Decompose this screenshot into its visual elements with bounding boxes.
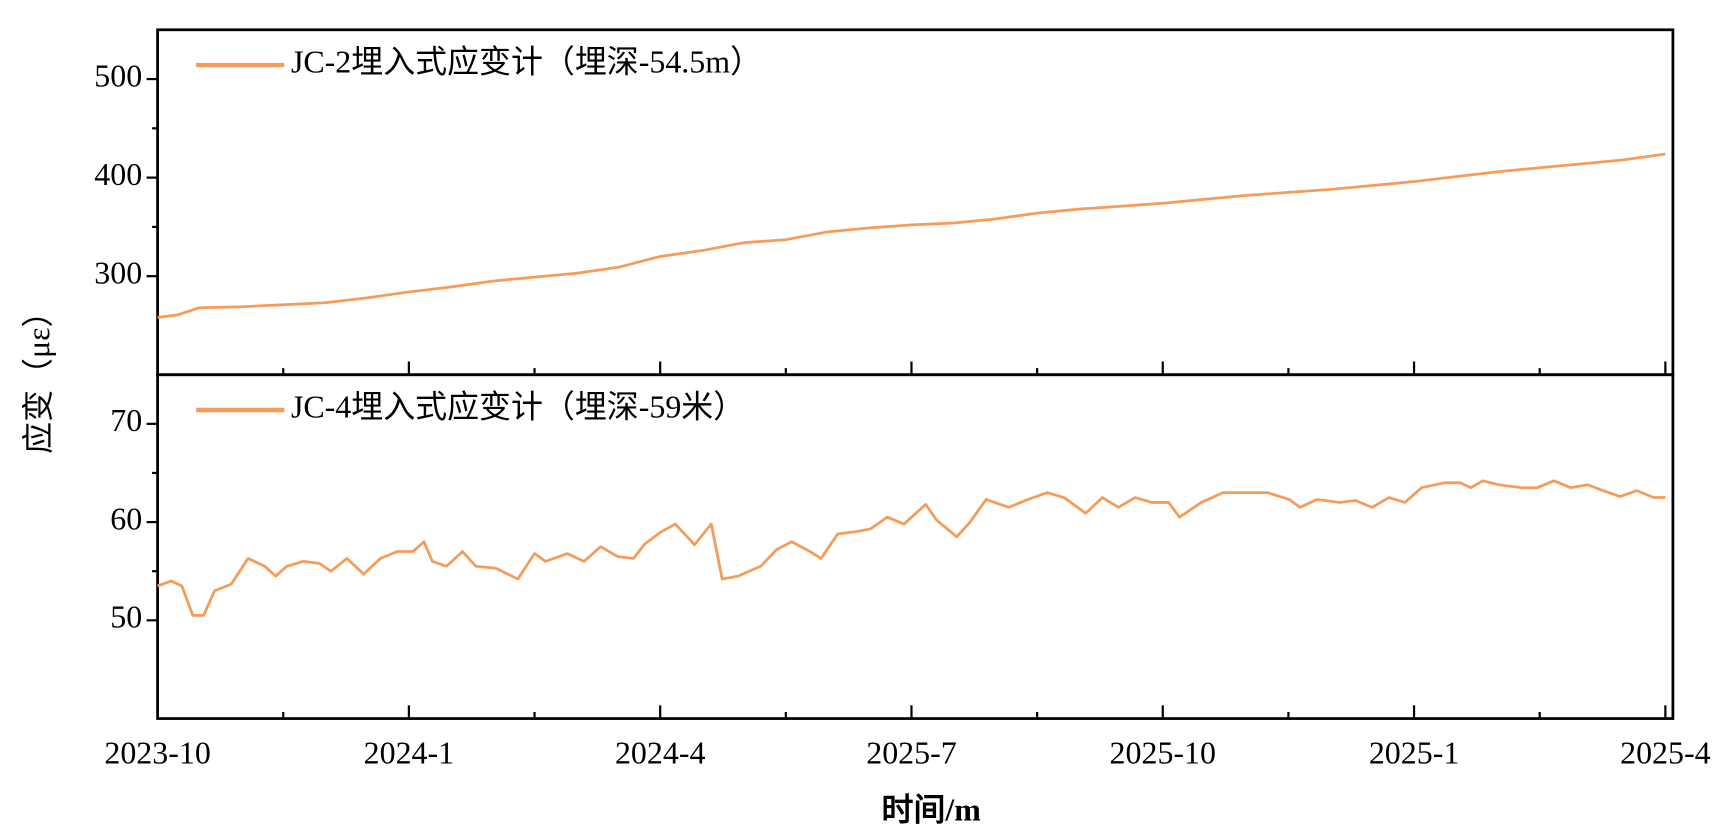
data-line xyxy=(157,152,1666,319)
y-tick-label: 400 xyxy=(94,157,142,192)
data-line xyxy=(157,479,1666,617)
x-axis-label: 时间/m xyxy=(882,793,982,828)
x-tick-label: 2023-10 xyxy=(104,735,210,770)
y-tick-label: 500 xyxy=(94,58,142,93)
x-tick-label: 2025-1 xyxy=(1369,735,1459,770)
y-tick-label: 50 xyxy=(110,600,142,635)
legend-label: JC-4埋入式应变计（埋深-59米） xyxy=(291,389,745,424)
y-tick-label: 60 xyxy=(110,501,142,536)
plot-frame xyxy=(156,373,1675,720)
y-tick-label: 70 xyxy=(110,403,142,438)
plot-frame xyxy=(156,28,1675,377)
x-tick-label: 2025-4 xyxy=(1620,735,1711,770)
legend-label: JC-2埋入式应变计（埋深-54.5m） xyxy=(291,44,762,79)
x-tick-label: 2025-10 xyxy=(1110,735,1216,770)
y-tick-label: 300 xyxy=(94,255,142,290)
x-tick-label: 2024-4 xyxy=(615,735,706,770)
x-tick-label: 2025-7 xyxy=(866,735,957,770)
x-tick-label: 2024-1 xyxy=(364,735,454,770)
y-axis-label: 应变（με） xyxy=(21,296,56,454)
